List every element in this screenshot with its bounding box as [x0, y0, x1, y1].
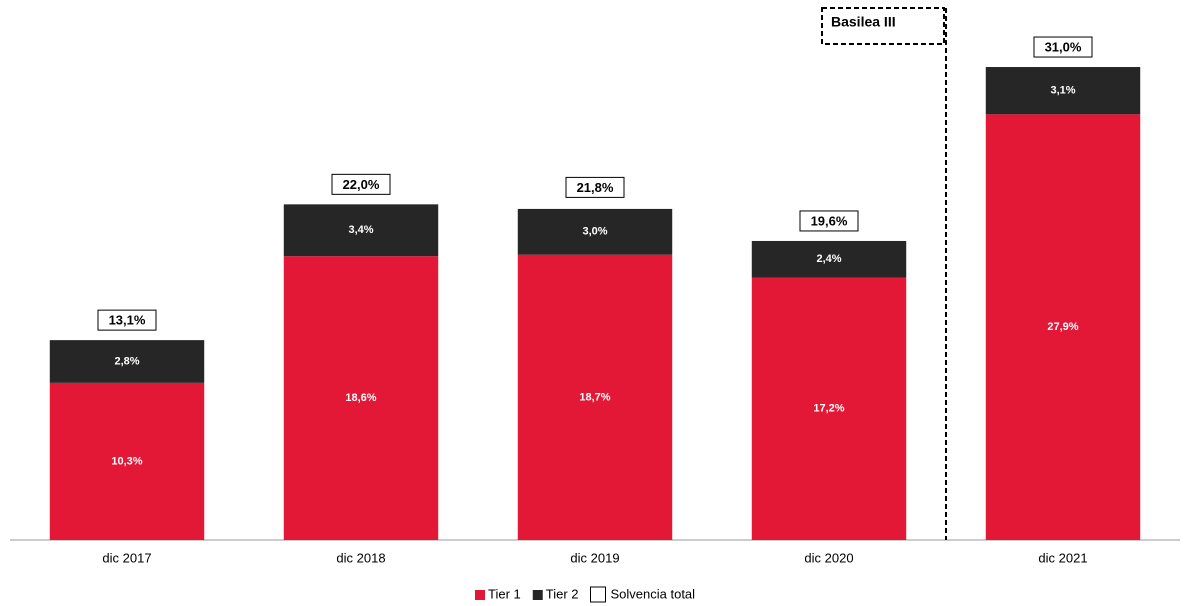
legend-label: Tier 2	[546, 586, 579, 601]
bar-value-label: 18,7%	[579, 391, 610, 403]
bar-segment	[751, 240, 907, 278]
total-label: 19,6%	[811, 213, 848, 228]
bar-value-label: 18,6%	[345, 392, 376, 404]
bar-segment	[985, 67, 1141, 115]
bar-value-label: 3,4%	[348, 224, 373, 236]
legend-swatch	[475, 590, 485, 600]
x-tick-label: dic 2020	[804, 550, 853, 565]
total-label: 21,8%	[577, 180, 614, 195]
total-label: 31,0%	[1045, 39, 1082, 54]
bar-value-label: 3,1%	[1050, 85, 1075, 97]
bar-value-label: 2,8%	[114, 355, 139, 367]
bar-segment	[49, 340, 205, 383]
bar-segment	[517, 254, 673, 541]
annotation-text: Basilea III	[831, 14, 896, 30]
bar-segment	[985, 114, 1141, 540]
legend-label: Solvencia total	[611, 586, 696, 601]
bar-value-label: 3,0%	[582, 226, 607, 238]
x-tick-label: dic 2017	[102, 550, 151, 565]
total-label-box	[565, 176, 625, 198]
total-label-box	[331, 173, 391, 195]
total-label-box	[1033, 36, 1093, 58]
bar-value-label: 27,9%	[1047, 321, 1078, 333]
total-label: 22,0%	[343, 177, 380, 192]
legend-swatch	[590, 586, 606, 603]
x-tick-label: dic 2021	[1038, 550, 1087, 565]
bar-segment	[751, 277, 907, 540]
bar-value-label: 10,3%	[111, 455, 142, 467]
bar-segment	[517, 208, 673, 255]
legend-label: Tier 1	[488, 586, 521, 601]
x-tick-label: dic 2018	[336, 550, 385, 565]
annotation-box	[821, 7, 945, 45]
total-label-box	[97, 309, 157, 331]
bar-segment	[49, 382, 205, 540]
legend-swatch	[532, 590, 543, 600]
bar-value-label: 17,2%	[813, 403, 844, 415]
total-label: 13,1%	[109, 313, 146, 328]
x-tick-label: dic 2019	[570, 550, 619, 565]
bar-segment	[283, 204, 439, 257]
bar-segment	[283, 256, 439, 540]
bar-value-label: 2,4%	[816, 253, 841, 265]
total-label-box	[799, 210, 859, 232]
